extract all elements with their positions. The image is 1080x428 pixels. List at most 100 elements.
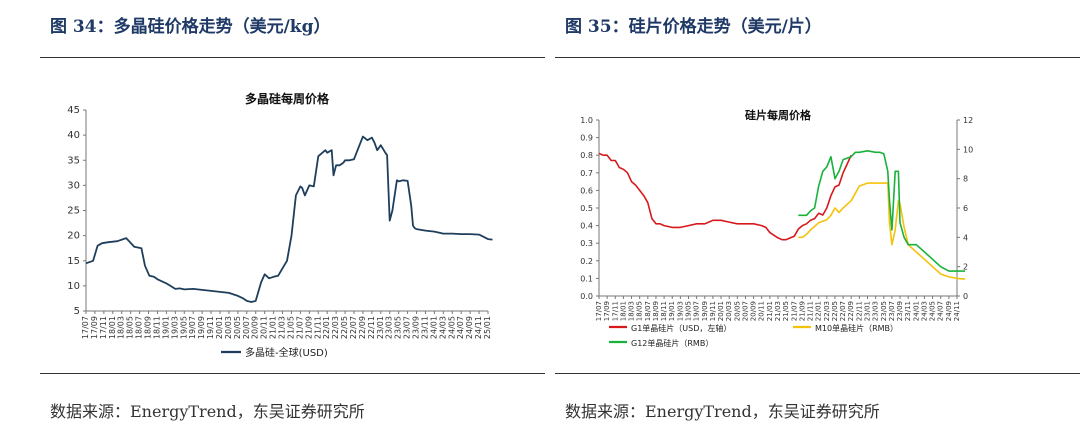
x-tick-label: 24/09 <box>945 301 953 321</box>
x-tick-label: 19/07 <box>188 316 197 339</box>
x-tick-label: 18/03 <box>117 316 126 339</box>
y-tick-label: 40 <box>67 130 80 141</box>
x-tick-label: 18/09 <box>652 301 660 321</box>
y-tick-label: 0.7 <box>580 169 593 178</box>
x-tick-label: 20/05 <box>233 316 242 339</box>
x-tick-label: 23/05 <box>394 316 403 339</box>
x-tick-label: 24/11 <box>953 301 961 321</box>
x-tick-label: 19/03 <box>676 301 684 321</box>
x-tick-label: 19/03 <box>170 316 179 339</box>
y-tick-label: 0.4 <box>580 222 593 231</box>
x-tick-label: 17/07 <box>81 316 90 339</box>
y2-tick-label: 8 <box>963 175 968 184</box>
x-tick-label: 22/05 <box>340 316 349 339</box>
y-tick-label: 10 <box>67 281 80 292</box>
y-tick-label: 25 <box>67 206 80 217</box>
y-tick-label: 30 <box>67 180 80 191</box>
x-tick-label: 19/09 <box>197 316 206 339</box>
x-tick-label: 19/01 <box>668 301 676 321</box>
x-tick-label: 20/11 <box>758 301 766 321</box>
x-tick-label: 19/11 <box>709 301 717 321</box>
x-tick-label: 22/05 <box>831 301 839 321</box>
y-tick-label: 0.1 <box>580 274 593 283</box>
wafer-chart: 硅片每周价格 0.0 0.1 0.2 0.3 0.4 0.5 0.6 0.7 0.8 0.9 1.0 0… <box>580 108 973 348</box>
x-tick-label: 20/11 <box>260 316 269 339</box>
y2-tick-label: 0 <box>963 292 968 301</box>
series-line <box>598 152 852 241</box>
x-tick-label: 23/03 <box>872 301 880 321</box>
legend-label: G12单晶硅片（RMB） <box>631 338 713 348</box>
x-tick-label: 19/05 <box>685 301 693 321</box>
x-tick-label: 21/11 <box>807 301 815 321</box>
y2-tick-label: 10 <box>963 145 973 154</box>
x-tick-label: 17/11 <box>99 316 108 339</box>
y-tick-label: 20 <box>67 231 80 242</box>
x-tick-label: 24/03 <box>438 316 447 339</box>
chart-title: 多晶硅每周价格 <box>245 91 330 106</box>
x-tick-label: 24/07 <box>937 301 945 321</box>
x-tick-label: 20/09 <box>750 301 758 321</box>
x-tick-label: 23/05 <box>880 301 888 321</box>
x-tick-label: 24/05 <box>447 316 456 339</box>
x-tick-label: 23/07 <box>403 316 412 339</box>
panel-wafer: 图 35：硅片价格走势（美元/片） 硅片每周价格 0.0 0.1 0.2 0.3 0.4 0… <box>545 0 1080 428</box>
y-tick-label: 0.6 <box>580 186 593 195</box>
x-tick-label: 21/05 <box>782 301 790 321</box>
top-rule <box>555 57 1080 58</box>
y-tick-label: 0.9 <box>580 134 593 143</box>
x-tick-label: 20/05 <box>733 301 741 321</box>
y-tick-label: 5 <box>74 306 80 317</box>
x-tick-label: 19/09 <box>701 301 709 321</box>
source-note: 数据来源：EnergyTrend，东吴证券研究所 <box>565 402 880 421</box>
figure-title: 图 35：硅片价格走势（美元/片） <box>565 17 822 37</box>
x-tick-label: 18/09 <box>144 316 153 339</box>
y2-tick-label: 4 <box>963 233 968 242</box>
y-tick-label: 0.8 <box>580 151 593 160</box>
x-tick-label: 20/09 <box>251 316 260 339</box>
bottom-rule <box>40 373 545 374</box>
x-tick-label: 24/01 <box>912 301 920 321</box>
x-tick-label: 24/11 <box>474 316 483 339</box>
x-tick-label: 23/11 <box>420 316 429 339</box>
x-tick-label: 21/03 <box>774 301 782 321</box>
x-tick-label: 23/11 <box>904 301 912 321</box>
series-line <box>85 135 493 303</box>
x-tick-label: 19/01 <box>161 316 170 339</box>
y2-tick-label: 12 <box>963 116 973 125</box>
top-rule <box>40 57 545 58</box>
chart-title: 硅片每周价格 <box>745 108 812 122</box>
x-tick-label: 21/01 <box>766 301 774 321</box>
x-tick-label: 21/03 <box>278 316 287 339</box>
x-tick-label: 21/09 <box>304 316 313 339</box>
x-tick-label: 22/07 <box>349 316 358 339</box>
x-tick-label: 17/07 <box>595 301 603 321</box>
x-tick-label: 20/01 <box>215 316 224 339</box>
x-tick-label: 22/09 <box>847 301 855 321</box>
bottom-rule <box>555 373 1080 374</box>
source-note: 数据来源：EnergyTrend，东吴证券研究所 <box>50 402 365 421</box>
x-tick-label: 18/07 <box>644 301 652 321</box>
x-tick-label: 17/11 <box>611 301 619 321</box>
x-tick-label: 25/01 <box>483 316 492 339</box>
y-tick-label: 1.0 <box>580 116 593 125</box>
x-tick-label: 19/11 <box>206 316 215 339</box>
y2-tick-label: 2 <box>963 263 968 272</box>
x-tick-label: 17/09 <box>90 316 99 339</box>
panel-polysilicon: 图 34：多晶硅价格走势（美元/kg） 多晶硅每周价格 5 10 15 20 25 30 35… <box>40 17 545 421</box>
x-tick-label: 23/09 <box>896 301 904 321</box>
x-tick-label: 21/09 <box>798 301 806 321</box>
x-tick-label: 20/03 <box>224 316 233 339</box>
x-tick-label: 20/03 <box>725 301 733 321</box>
x-tick-label: 17/09 <box>603 301 611 321</box>
y-tick-label: 0.2 <box>580 257 593 266</box>
x-tick-label: 22/11 <box>855 301 863 321</box>
x-tick-label: 22/11 <box>367 316 376 339</box>
legend-label: G1单晶硅片（USD，左轴） <box>631 323 731 333</box>
x-tick-label: 22/01 <box>322 316 331 339</box>
x-tick-label: 21/07 <box>790 301 798 321</box>
x-tick-label: 18/11 <box>660 301 668 321</box>
series-line <box>798 150 966 272</box>
x-tick-label: 24/01 <box>429 316 438 339</box>
x-tick-label: 24/09 <box>465 316 474 339</box>
